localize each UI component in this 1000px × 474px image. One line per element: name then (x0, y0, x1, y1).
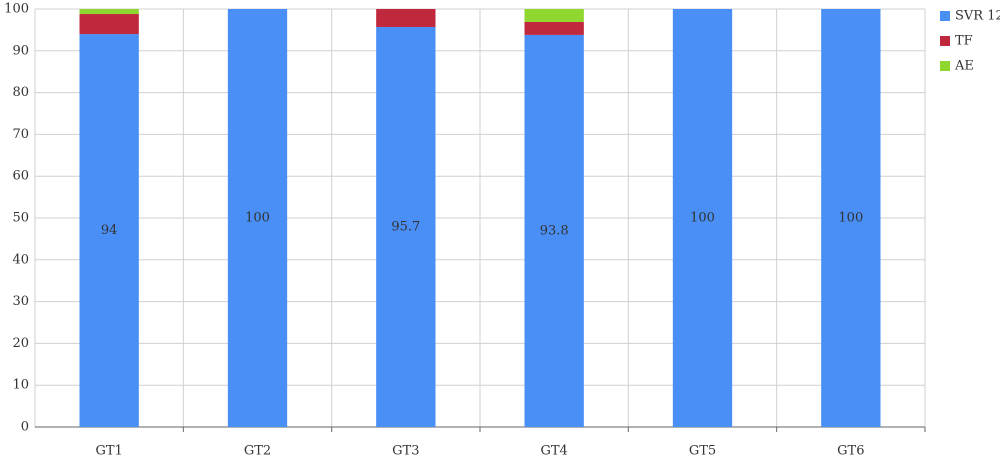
y-tick-label: 20 (12, 336, 29, 351)
legend-label: SVR 12 (955, 9, 1000, 24)
bar-segment (821, 9, 881, 427)
data-label: 93.8 (540, 223, 569, 238)
bar-segment (79, 9, 139, 15)
bar-segment (524, 34, 584, 427)
data-label: 94 (101, 223, 118, 238)
y-tick-label: 60 (12, 169, 29, 184)
x-tick-label: GT4 (541, 444, 568, 459)
legend-label: TF (955, 34, 973, 49)
y-tick-label: 0 (21, 420, 29, 435)
bar-segment (79, 34, 139, 427)
data-label: 100 (838, 211, 863, 226)
y-tick-label: 50 (12, 211, 29, 226)
bar-segment (227, 9, 288, 427)
bar-segment (672, 9, 733, 427)
legend-swatch (940, 11, 950, 21)
y-tick-label: 80 (12, 85, 29, 100)
bar-segment (524, 9, 584, 22)
y-tick-label: 90 (12, 43, 29, 58)
x-tick-label: GT2 (244, 444, 271, 459)
data-label: 100 (245, 211, 270, 226)
legend-swatch (940, 61, 950, 71)
x-tick-label: GT1 (96, 444, 123, 459)
y-tick-label: 30 (12, 294, 29, 309)
data-label: 100 (690, 211, 715, 226)
bar-segment (79, 14, 139, 35)
y-tick-label: 70 (12, 127, 29, 142)
x-tick-label: GT3 (392, 444, 419, 459)
x-tick-label: GT5 (689, 444, 716, 459)
legend-label: AE (954, 59, 974, 74)
bar-segment (376, 26, 436, 427)
bar-segment (524, 21, 584, 35)
legend-swatch (940, 36, 950, 46)
data-label: 95.7 (391, 219, 420, 234)
y-tick-label: 40 (12, 252, 29, 267)
x-tick-label: GT6 (837, 444, 864, 459)
y-tick-label: 10 (12, 378, 29, 393)
y-tick-label: 100 (4, 2, 29, 17)
bar-segment (376, 9, 436, 27)
